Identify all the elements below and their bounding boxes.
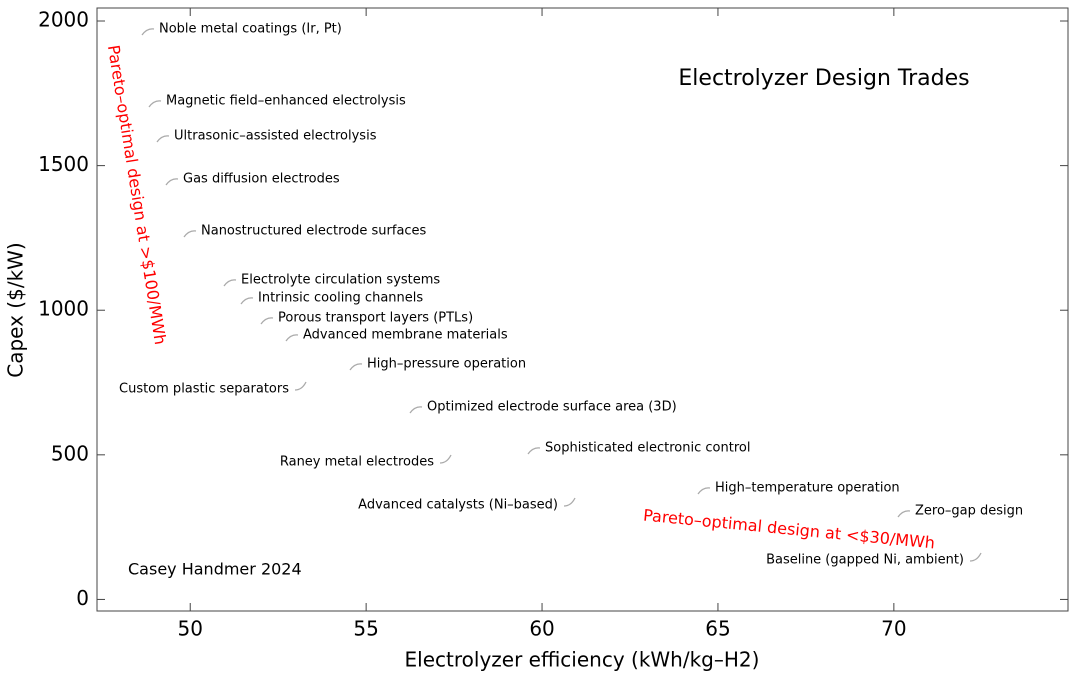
y-tick-label: 1000 — [38, 297, 89, 321]
annotation-pointer — [527, 447, 541, 455]
annotation: High–pressure operation — [367, 357, 526, 372]
x-tick-label: 55 — [353, 617, 378, 641]
y-tick-label: 2000 — [38, 8, 89, 32]
annotation-pointer — [141, 28, 155, 36]
annotation-pointer — [349, 363, 363, 371]
note: Pareto–optimal design at <$30/MWh — [642, 506, 935, 553]
x-axis-label: Electrolyzer efficiency (kWh/kg–H2) — [405, 648, 760, 672]
annotation-pointer — [223, 279, 237, 287]
annotation: Porous transport layers (PTLs) — [278, 311, 473, 326]
x-tick-label: 70 — [881, 617, 906, 641]
annotation: Sophisticated electronic control — [545, 441, 750, 456]
y-axis-label: Capex ($/kW) — [4, 242, 28, 378]
annotation: Noble metal coatings (Ir, Pt) — [159, 22, 342, 37]
y-tick-label: 1500 — [38, 152, 89, 176]
annotation-pointer — [165, 178, 179, 186]
annotation-pointer — [183, 230, 197, 238]
annotation: Advanced membrane materials — [303, 328, 508, 343]
annotation-pointer — [563, 497, 576, 507]
annotation-pointer — [285, 334, 299, 342]
annotation: Electrolyte circulation systems — [241, 273, 440, 288]
x-tick-label: 50 — [178, 617, 203, 641]
annotation-pointer — [260, 317, 274, 325]
annotation-pointer — [897, 510, 911, 518]
annotation: Advanced catalysts (Ni–based) — [358, 498, 558, 513]
annotation: Nanostructured electrode surfaces — [201, 224, 427, 239]
annotation: Zero–gap design — [915, 504, 1023, 519]
annotation: Custom plastic separators — [119, 382, 289, 397]
annotation: Raney metal electrodes — [280, 455, 434, 470]
annotation-pointer — [409, 406, 423, 414]
y-tick-label: 0 — [76, 586, 89, 610]
annotation: Magnetic field–enhanced electrolysis — [166, 94, 406, 109]
x-tick-label: 65 — [705, 617, 730, 641]
annotation: Ultrasonic–assisted electrolysis — [174, 129, 377, 144]
credit: Casey Handmer 2024 — [128, 560, 302, 579]
note: Pareto–optimal design at >$100/MWh — [104, 44, 170, 346]
annotation-pointer — [156, 135, 170, 143]
annotation-pointer — [697, 487, 711, 495]
annotation: Baseline (gapped Ni, ambient) — [766, 553, 964, 568]
annotation-pointer — [969, 552, 982, 562]
annotation: High–temperature operation — [715, 481, 900, 496]
x-tick-label: 60 — [529, 617, 554, 641]
annotation: Gas diffusion electrodes — [183, 172, 340, 187]
annotation: Intrinsic cooling channels — [258, 291, 423, 306]
annotation-pointer — [294, 381, 307, 391]
annotation-pointer — [439, 454, 452, 464]
annotation: Optimized electrode surface area (3D) — [427, 400, 677, 415]
annotation-pointer — [148, 100, 162, 108]
chart-title: Electrolyzer Design Trades — [678, 66, 969, 91]
plot-frame — [96, 7, 1069, 612]
y-tick-label: 500 — [51, 441, 89, 465]
annotation-pointer — [240, 297, 254, 305]
